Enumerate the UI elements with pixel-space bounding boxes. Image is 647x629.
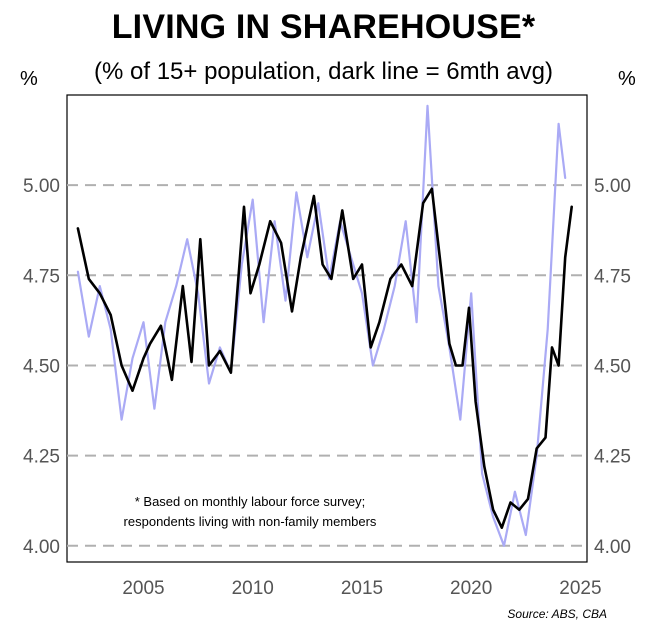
chart-note: * Based on monthly labour force survey; …	[70, 492, 430, 532]
y-tick-label-left: 4.75	[23, 266, 60, 287]
note-line-1: * Based on monthly labour force survey;	[134, 494, 366, 509]
x-tick-label: 2020	[450, 578, 492, 599]
y-tick-label-left: 4.50	[23, 356, 60, 377]
x-tick-label: 2010	[232, 578, 274, 599]
y-tick-label-right: 4.00	[594, 537, 631, 558]
y-tick-label-right: 4.25	[594, 447, 631, 468]
series-line-monthly	[76, 104, 567, 547]
series-line-6mth-avg	[76, 187, 574, 530]
y-tick-label-left: 4.25	[23, 447, 60, 468]
chart-subtitle: (% of 15+ population, dark line = 6mth a…	[94, 58, 553, 85]
y-tick-label-right: 4.75	[594, 266, 631, 287]
y-tick-label-right: 5.00	[594, 176, 631, 197]
plot-frame	[66, 94, 588, 563]
y-tick-label-right: 4.50	[594, 356, 631, 377]
x-tick-label: 2015	[341, 578, 383, 599]
x-tick-label: 2025	[559, 578, 601, 599]
x-tick-label: 2005	[122, 578, 164, 599]
source-label: Source: ABS, CBA	[507, 607, 607, 621]
right-axis-unit: %	[618, 68, 636, 90]
note-line-2: respondents living with non-family membe…	[123, 514, 377, 529]
y-tick-label-left: 5.00	[23, 176, 60, 197]
left-axis-unit: %	[20, 68, 38, 90]
y-tick-label-left: 4.00	[23, 537, 60, 558]
chart-title: LIVING IN SHAREHOUSE*	[111, 8, 536, 46]
